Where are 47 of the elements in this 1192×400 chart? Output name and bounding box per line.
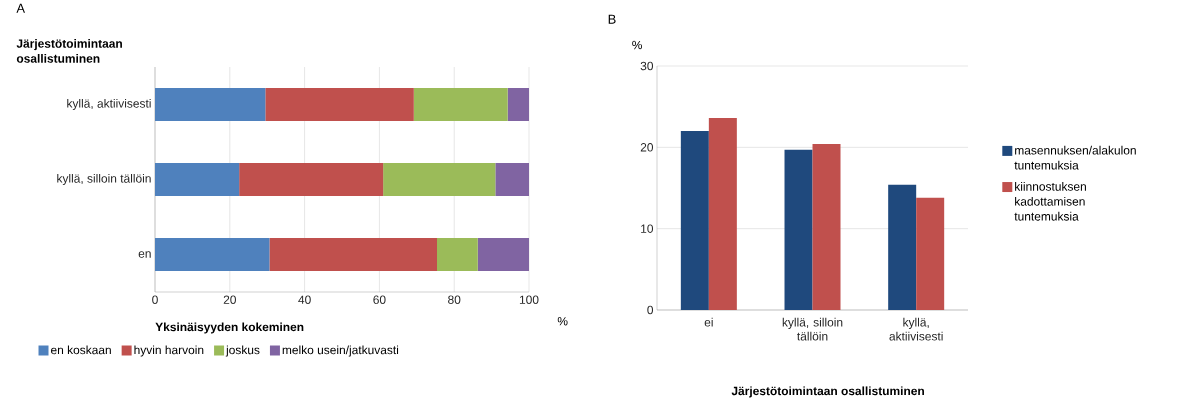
bar [413, 88, 508, 121]
legend-label: kiinnostuksen kadottamisen tuntemuksia [1014, 181, 1086, 221]
chart-title: B [608, 14, 616, 24]
bar [437, 238, 478, 271]
bar [708, 118, 737, 310]
bar [265, 88, 414, 121]
y-tick-label: 20 [640, 143, 654, 152]
x-tick-label: 100 [519, 295, 539, 304]
legend-label: masennuksen/alakulon tuntemuksia [1014, 145, 1136, 170]
y-tick-label: 10 [641, 224, 654, 233]
x-tick-label: kyllä, aktiivisesti [889, 317, 943, 341]
bar [812, 144, 841, 310]
x-tick-label: 60 [373, 295, 386, 304]
x-tick-label: 20 [223, 295, 236, 304]
legend-label: joskus [225, 345, 260, 357]
y-tick-label: kyllä, silloin tällöin [57, 173, 151, 186]
text: A [16, 3, 26, 13]
x-tick-label: kyllä, silloin tällöin [782, 317, 843, 341]
bar [155, 238, 270, 271]
y-tick-label: 30 [640, 61, 654, 71]
bar [784, 149, 813, 310]
x-tick-label: 40 [298, 295, 311, 304]
bar [155, 163, 240, 196]
x-tick-label: 80 [448, 295, 461, 304]
bar [239, 163, 384, 196]
bar [269, 238, 438, 271]
legend-label: melko usein/jatkuvasti [282, 345, 399, 357]
x-tick-label: ei [704, 317, 713, 327]
legend-label: hyvin harvoin [134, 345, 204, 357]
y-axis-title: % [632, 40, 642, 50]
bar [507, 88, 530, 121]
bar [916, 197, 945, 310]
y-tick-label: en [138, 251, 151, 258]
y-tick-label: 0 [647, 305, 654, 315]
bar [155, 88, 266, 121]
y-tick-label: kyllä, aktiivisesti [67, 98, 151, 111]
bar [477, 238, 530, 271]
x-axis-title: % [557, 317, 568, 326]
y-axis-title: Järjestötoimintaan osallistuminen [16, 39, 122, 63]
bar [495, 163, 530, 196]
legend-label: en koskaan [51, 345, 111, 355]
bar [383, 163, 496, 196]
bar [680, 131, 709, 310]
x-axis-title: Järjestötoimintaan osallistuminen [731, 386, 924, 398]
x-tick-label: 0 [152, 295, 158, 304]
bar [888, 184, 917, 310]
legend-title: Yksinäisyyden kokeminen [155, 322, 304, 334]
